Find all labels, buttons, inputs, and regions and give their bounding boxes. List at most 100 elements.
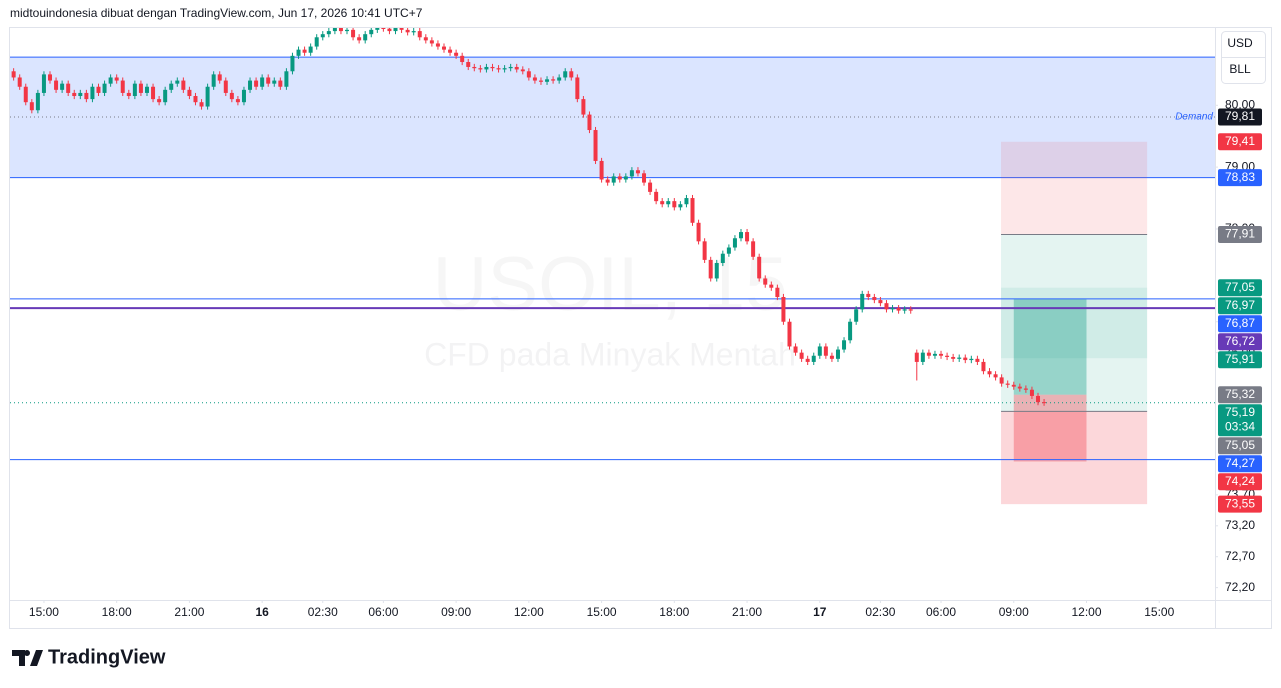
candle-body xyxy=(763,278,768,285)
candle-body xyxy=(545,79,550,82)
price-badge xyxy=(1218,315,1262,333)
candle-body xyxy=(969,358,974,361)
axes: 80,0079,0078,0076,5076,0073,7073,2072,70… xyxy=(29,97,1262,619)
x-tick-label: 09:00 xyxy=(441,605,471,619)
candle-body xyxy=(54,80,59,90)
candle-body xyxy=(872,296,877,301)
candle-body xyxy=(151,86,156,100)
candle-body xyxy=(878,300,883,304)
candle-body xyxy=(314,37,319,47)
candle-body xyxy=(157,99,162,103)
candle-body xyxy=(90,86,95,100)
candle-body xyxy=(217,74,222,81)
price-badge-label: 73,55 xyxy=(1225,496,1255,510)
candle-body xyxy=(138,83,143,93)
y-tick-label: 72,20 xyxy=(1225,580,1255,594)
candle-body xyxy=(799,352,804,359)
candle-body xyxy=(1042,402,1047,404)
position-box xyxy=(1001,234,1148,412)
candle-body xyxy=(345,29,350,32)
candle-body xyxy=(11,71,16,78)
candle-body xyxy=(126,92,131,97)
candle-body xyxy=(35,92,40,111)
x-tick-label: 06:00 xyxy=(368,605,398,619)
candle-body xyxy=(642,173,647,183)
candle-body xyxy=(848,321,853,341)
price-badge-label: 77,05 xyxy=(1225,280,1255,294)
candle-body xyxy=(587,114,592,131)
candle-body xyxy=(617,176,622,180)
candle-body xyxy=(920,352,925,362)
candle-body xyxy=(526,71,531,78)
candle-body xyxy=(720,253,725,263)
zone-label: Demand xyxy=(1175,112,1213,123)
candle-body xyxy=(144,86,149,93)
price-badge xyxy=(1218,133,1262,151)
candle-body xyxy=(945,355,950,357)
candle-body xyxy=(635,170,640,174)
candle-body xyxy=(666,201,671,205)
price-badge xyxy=(1218,297,1262,315)
candle-body xyxy=(1023,388,1028,390)
candle-body xyxy=(23,86,28,103)
candle-body xyxy=(987,371,992,375)
candle-body xyxy=(551,79,556,81)
candle-body xyxy=(569,71,574,78)
candle-body xyxy=(290,55,295,72)
candle-body xyxy=(902,309,907,311)
candle-body xyxy=(884,303,889,310)
pane: Demand xyxy=(10,28,1215,505)
candle-body xyxy=(399,28,404,30)
candle-body xyxy=(308,46,313,53)
candle-body xyxy=(939,353,944,356)
candle-body xyxy=(351,29,356,38)
candle-body xyxy=(484,66,489,70)
candle-body xyxy=(684,198,689,205)
x-tick-label: 06:00 xyxy=(926,605,956,619)
price-badge-label: 76,97 xyxy=(1225,298,1255,312)
price-badge-label: 79,41 xyxy=(1225,134,1255,148)
candle-body xyxy=(29,102,34,111)
price-badge-label: 78,83 xyxy=(1225,170,1255,184)
candle-body xyxy=(254,80,259,87)
candle-body xyxy=(678,204,683,208)
candle-body xyxy=(690,198,695,223)
candle-body xyxy=(411,31,416,33)
candle-body xyxy=(538,80,543,82)
candle-body xyxy=(660,201,665,205)
candle-body xyxy=(326,31,331,35)
position-box xyxy=(1001,141,1148,235)
candle-body xyxy=(732,238,737,248)
candle-body xyxy=(278,80,283,87)
price-badge-label: 75,91 xyxy=(1225,352,1255,366)
unit-button[interactable]: BLL xyxy=(1229,62,1251,76)
candle-body xyxy=(563,71,568,78)
price-badge xyxy=(1218,437,1262,455)
candle-body xyxy=(78,92,83,97)
price-badge xyxy=(1218,226,1262,244)
x-tick-label: 21:00 xyxy=(174,605,204,619)
candle-body xyxy=(696,222,701,242)
candle-body xyxy=(193,96,198,103)
candle-body xyxy=(951,356,956,359)
candle-body xyxy=(496,68,501,70)
candle-body xyxy=(375,28,380,30)
candle-body xyxy=(1017,386,1022,389)
currency-button[interactable]: USD xyxy=(1227,36,1253,50)
candle-body xyxy=(163,89,168,103)
candle-body xyxy=(381,28,386,29)
candle-body xyxy=(672,201,677,208)
footer-brand: TradingView xyxy=(48,646,166,668)
x-tick-label: 02:30 xyxy=(865,605,895,619)
price-badge xyxy=(1218,495,1262,513)
candle-body xyxy=(1011,384,1016,387)
x-tick-label: 21:00 xyxy=(732,605,762,619)
x-tick-label: 17 xyxy=(813,605,827,619)
candle-body xyxy=(623,176,628,180)
candle-body xyxy=(369,29,374,35)
candle-body xyxy=(993,374,998,378)
candle-body xyxy=(835,349,840,359)
x-tick-label: 12:00 xyxy=(1071,605,1101,619)
candle-body xyxy=(914,352,919,362)
